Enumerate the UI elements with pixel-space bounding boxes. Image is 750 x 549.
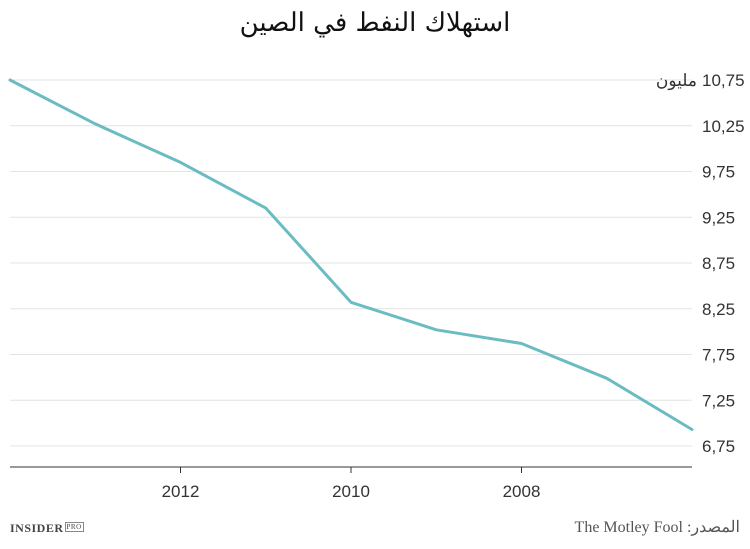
y-tick-label: 7,25 [702,391,735,410]
y-tick-label: 9,25 [702,208,735,227]
chart-title: استهلاك النفط في الصين [239,8,511,38]
y-tick-labels: 10,75 10,25 9,75 9,25 8,75 8,25 7,75 7,25 6,75 مل… [656,71,745,456]
x-tick-label: 2010 [332,482,370,501]
x-axis [10,466,692,473]
source-note: المصدر: The Motley Fool [574,519,740,536]
y-tick-label: 10,75 [702,71,745,90]
y-unit-label: مليون [656,71,697,91]
x-tick-label: 2008 [503,482,541,501]
x-tick-labels: 2012 2010 2008 [162,482,541,501]
y-tick-label: 8,25 [702,300,735,319]
y-tick-label: 7,75 [702,346,735,365]
series-group [8,78,694,431]
y-tick-label: 10,25 [702,117,745,136]
y-tick-label: 6,75 [702,437,735,456]
x-tick-label: 2012 [162,482,200,501]
series-line [8,78,694,431]
insider-logo: INSIDER PRO [10,521,84,535]
y-tick-label: 9,75 [702,163,735,182]
grid-lines [10,79,692,447]
y-tick-label: 8,75 [702,254,735,273]
